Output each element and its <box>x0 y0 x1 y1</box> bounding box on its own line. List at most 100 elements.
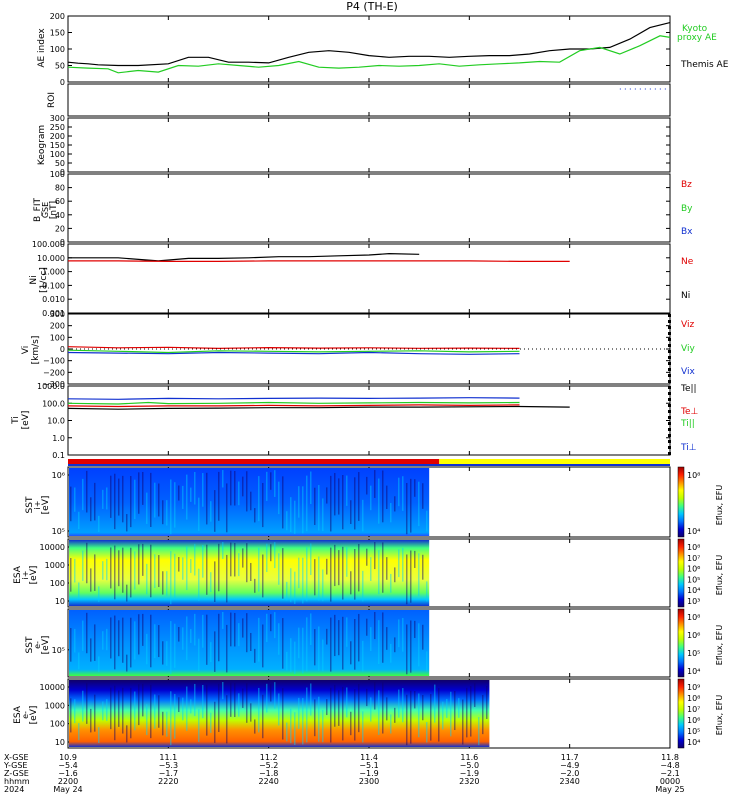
footer-value: 11.7 <box>561 753 579 762</box>
keogram-axis-label: Keogram <box>37 125 47 165</box>
esa_i-texture <box>178 556 180 572</box>
sst_e-texture <box>306 617 308 672</box>
esa_i-texture <box>98 586 100 603</box>
esa-e-axis-label: ESA <box>13 705 23 724</box>
sst_i-spectrogram <box>69 468 430 536</box>
esa_i-texture <box>374 542 376 570</box>
footer-value: −2.0 <box>560 769 579 778</box>
sst_e-ytick-label: 10⁵ <box>52 646 65 655</box>
sst_i-texture <box>266 471 268 501</box>
esa_i-texture <box>282 548 284 599</box>
edge-mark <box>668 380 671 383</box>
sst_e-texture <box>418 623 420 667</box>
footer-row-label: Y-GSE <box>3 761 27 770</box>
esa_e-texture <box>406 694 408 746</box>
sst_i-texture <box>234 471 236 506</box>
sst_i-texture <box>382 470 384 523</box>
footer-value: 2300 <box>359 777 379 786</box>
sst_i-texture <box>426 510 428 532</box>
sst_i-texture <box>150 472 152 527</box>
colorbars: 10⁸10⁴10⁸10⁷10⁶10⁵10⁴10³10⁸10⁶10⁵10⁴10⁹1… <box>677 466 700 749</box>
esa_i-texture <box>386 557 388 580</box>
esa_e-texture <box>166 711 168 737</box>
esa_e-texture <box>334 684 336 727</box>
sst_e-texture <box>278 623 280 655</box>
footer-value: −5.0 <box>460 761 479 770</box>
sst_e-texture <box>154 624 156 659</box>
sst_e-texture <box>210 642 212 663</box>
bfit-ytick-label: 40 <box>55 211 65 220</box>
esa_e-texture <box>278 693 280 726</box>
esa_e-texture <box>466 687 468 738</box>
vi-series-viy <box>67 349 520 354</box>
sst-i-axis-label-2: i+ <box>33 501 42 510</box>
esa_e-texture <box>286 722 288 742</box>
esa_i-texture <box>118 550 120 587</box>
esa_e-ytick-label: 10000 <box>40 683 65 692</box>
esa_e-texture <box>74 699 76 724</box>
esa_i-texture <box>242 548 244 568</box>
sst_e-texture <box>426 651 428 672</box>
sst_e-texture <box>90 638 92 662</box>
sst_e-texture <box>242 618 244 638</box>
esa_e-texture <box>90 708 92 733</box>
sst_i-texture <box>162 500 164 525</box>
esa_e-texture <box>106 699 108 721</box>
esa_e-texture <box>354 689 356 741</box>
footer-value: 2220 <box>158 777 178 786</box>
esa-e-axis-label-3: [eV] <box>29 706 39 725</box>
ae-series-proxyae <box>67 35 671 74</box>
esa_e-texture <box>374 682 376 710</box>
esa_e-texture <box>394 707 396 723</box>
esa_e-texture <box>210 712 212 733</box>
esa_e-texture <box>102 701 104 721</box>
sst_i-texture <box>110 475 112 518</box>
sst_i-texture <box>354 477 356 530</box>
keogram-ytick-label: 0 <box>60 168 65 177</box>
sst_e-texture <box>302 627 304 674</box>
sst_i-texture <box>342 475 344 530</box>
sst_e-texture <box>142 613 144 646</box>
sst_i-texture <box>370 485 372 511</box>
sst_e-texture <box>294 641 296 674</box>
esa_i-texture <box>270 544 272 562</box>
footer-value: 11.8 <box>661 753 679 762</box>
footer-value: −4.8 <box>660 761 679 770</box>
esa_i-texture <box>186 546 188 591</box>
legend-by: By <box>681 204 693 214</box>
esa_e-texture <box>170 691 172 746</box>
ti-axis-label-2: [eV] <box>21 411 31 430</box>
sst_i-texture <box>86 470 88 513</box>
esa_e-texture <box>150 684 152 739</box>
sst_e-texture <box>94 624 96 661</box>
footer-value: −1.7 <box>159 769 178 778</box>
sst_i-texture <box>102 489 104 509</box>
vi-ytick-label: −100 <box>43 357 65 366</box>
legend-te-perp: Te⊥ <box>680 407 699 417</box>
sst_e-texture <box>118 620 120 657</box>
esa_i-texture <box>426 581 428 602</box>
esa_i-texture <box>370 557 372 581</box>
vi-ytick-label: 300 <box>50 310 65 319</box>
sst_e-colorbar-tick: 10⁶ <box>687 631 700 640</box>
bfit-axis-label: B_FIT <box>33 198 43 223</box>
edge-mark <box>668 332 671 335</box>
esa_e-colorbar-tick: 10⁶ <box>687 716 700 725</box>
esa_e-texture <box>110 687 112 730</box>
esa_e-texture <box>282 688 284 740</box>
esa_e-ytick-label: 100 <box>50 720 65 729</box>
esa_i-ytick-label: 1000 <box>45 561 65 570</box>
esa_e-texture <box>486 686 488 719</box>
esa_e-colorbar-tick: 10⁵ <box>687 727 700 736</box>
esa_i-texture <box>90 568 92 592</box>
sst_i-texture <box>70 486 72 522</box>
sst_e-texture <box>350 641 352 665</box>
sst_e-texture <box>250 632 252 652</box>
sst_i-texture <box>350 500 352 525</box>
sst_i-texture <box>154 482 156 518</box>
sst_i-texture <box>302 486 304 534</box>
esa-i-axis-label-3: [eV] <box>29 566 39 585</box>
legend-viy: Viy <box>681 344 695 354</box>
sst_i-texture <box>218 471 220 521</box>
esa_e-texture <box>434 684 436 723</box>
